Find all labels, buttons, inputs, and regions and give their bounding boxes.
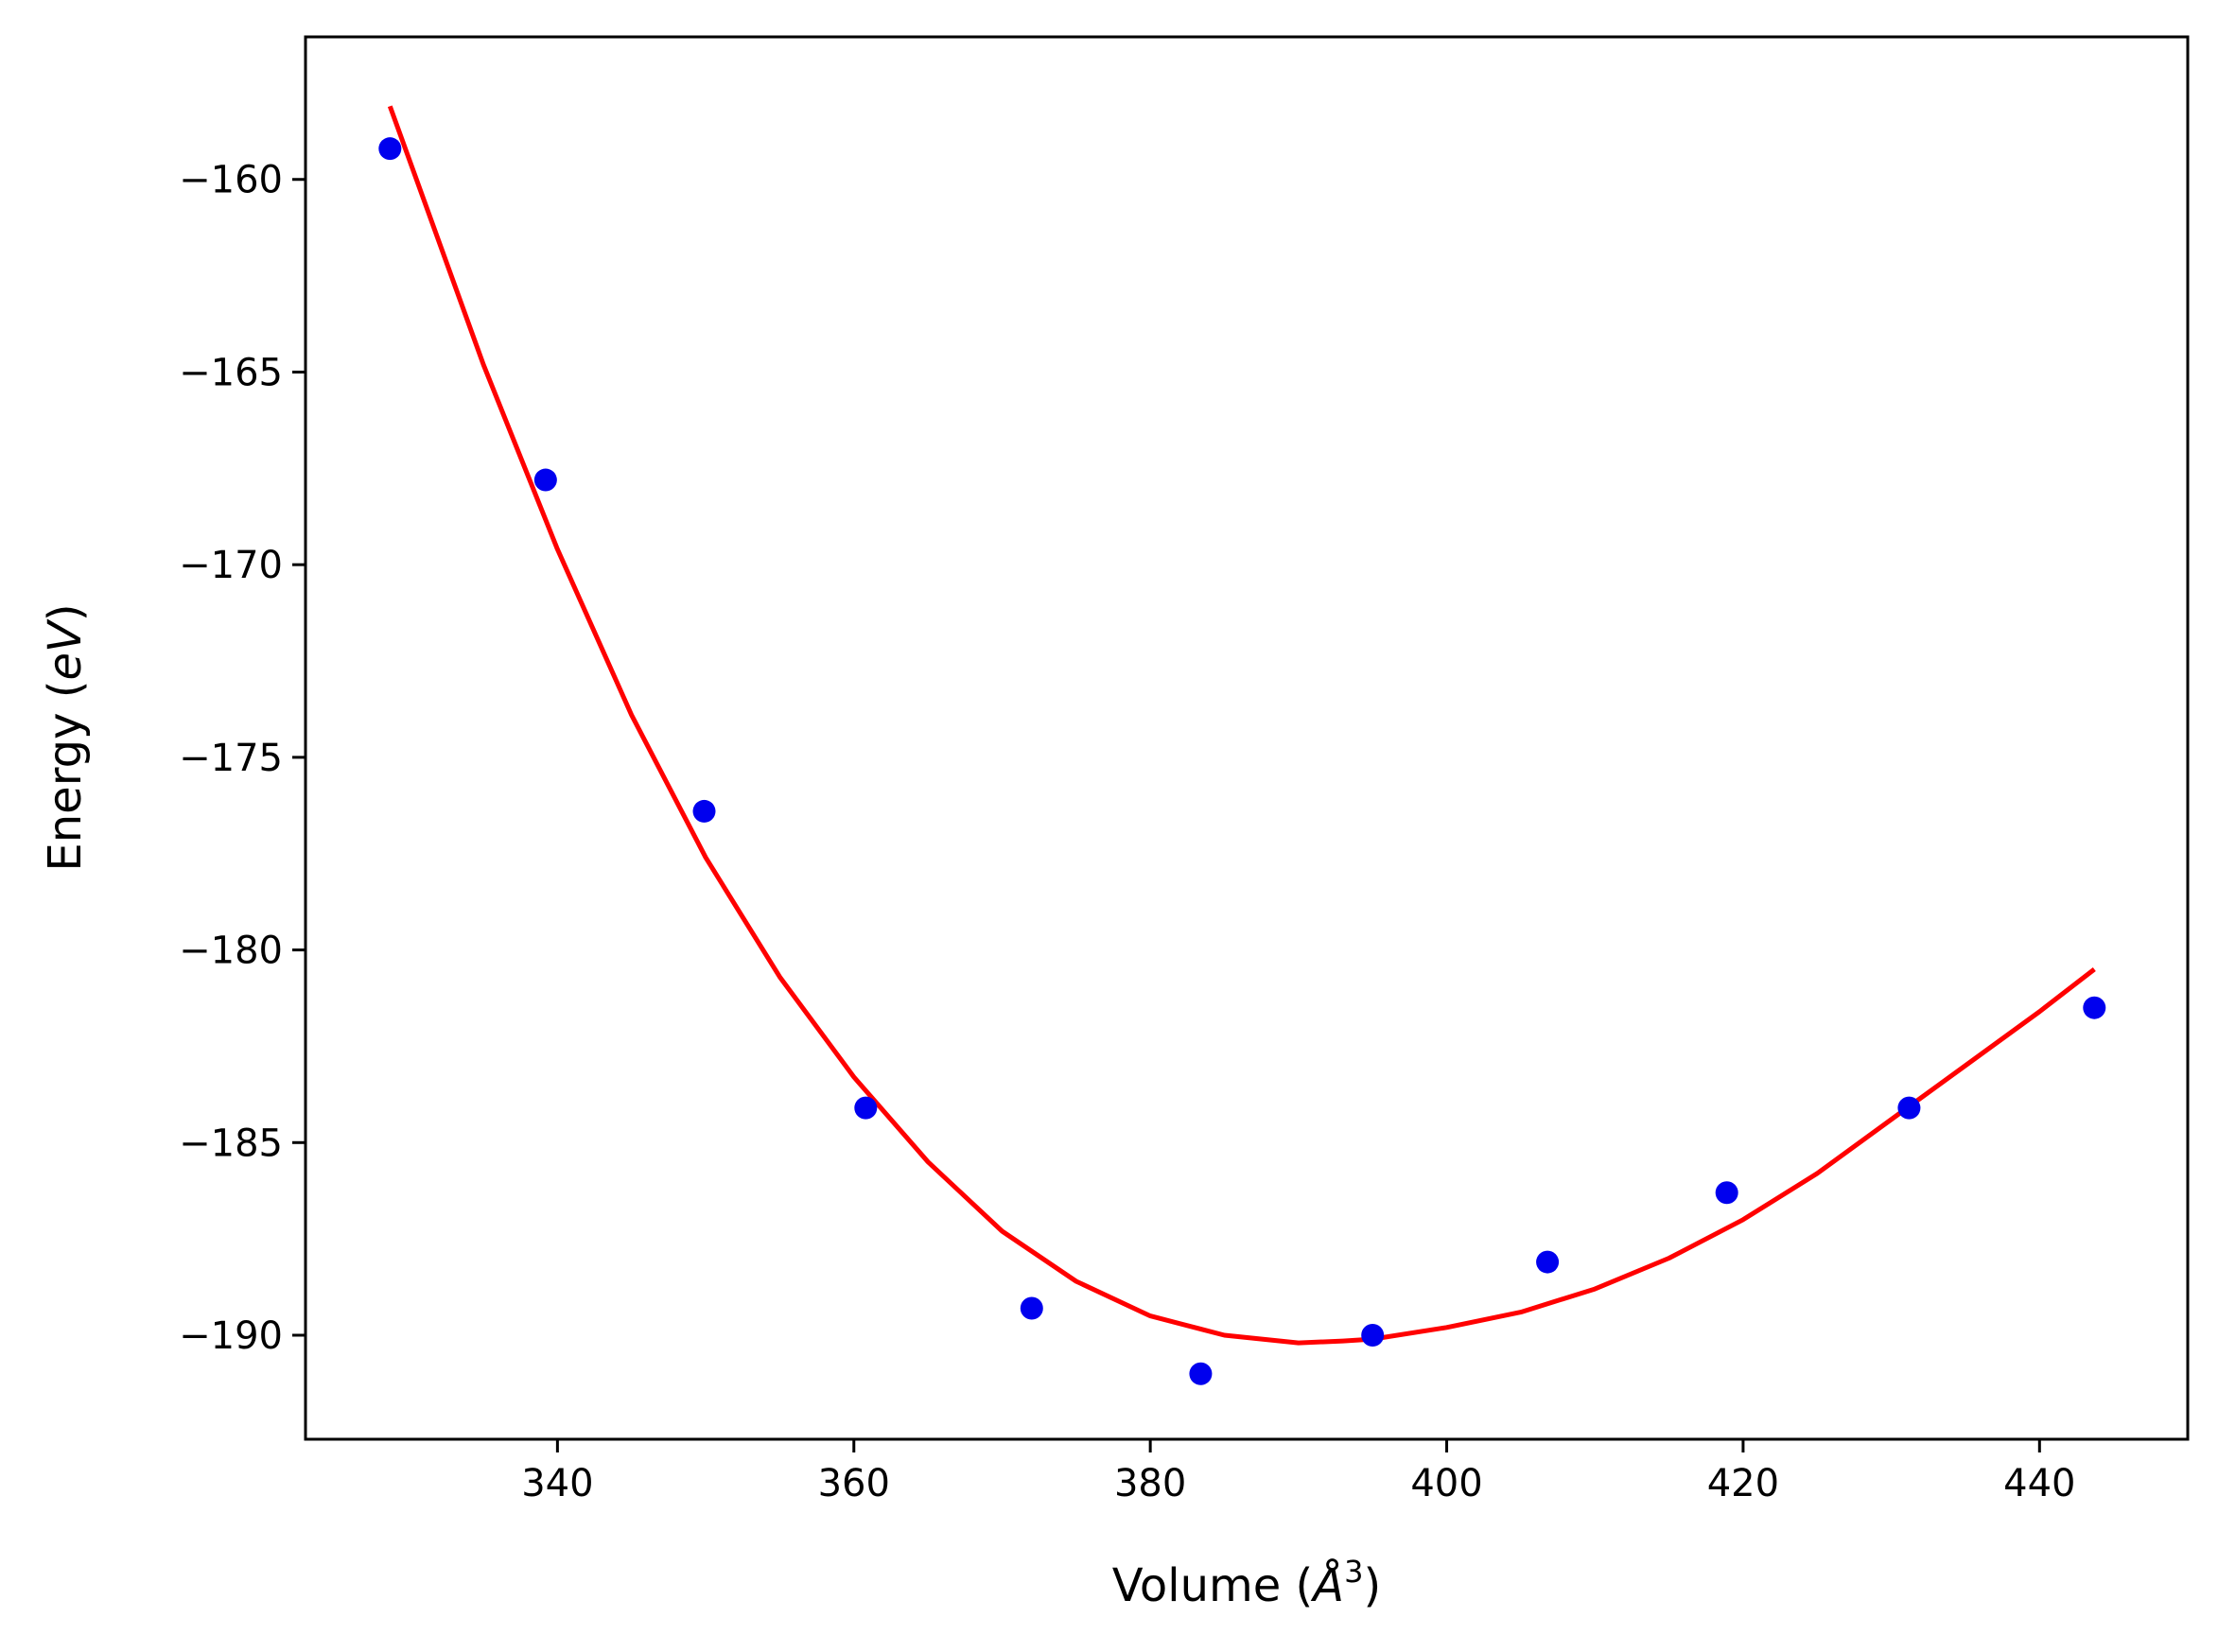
x-tick-label: 380	[1114, 1462, 1186, 1505]
fit-curve-line	[387, 105, 2096, 1346]
data-point	[1189, 1362, 1213, 1385]
y-tick-label: −190	[179, 1314, 283, 1358]
y-tick-label: −170	[179, 544, 283, 587]
y-tick-label: −180	[179, 930, 283, 973]
x-tick-label: 340	[521, 1462, 593, 1505]
data-point	[533, 468, 557, 492]
data-points-layer	[378, 137, 2106, 1385]
data-point	[1897, 1096, 1921, 1120]
data-point	[1361, 1323, 1385, 1347]
data-point	[2083, 996, 2106, 1019]
y-tick-label: −185	[179, 1122, 283, 1165]
x-axis-title: Volume (Å3)	[1112, 1554, 1381, 1612]
y-tick-label: −165	[179, 351, 283, 394]
data-point	[854, 1096, 878, 1120]
data-point	[692, 799, 716, 823]
x-tick-label: 400	[1410, 1462, 1482, 1505]
x-tick-label: 420	[1707, 1462, 1779, 1505]
x-axis: 340 360 380 400 420 440	[521, 1439, 2075, 1505]
data-point	[1020, 1296, 1043, 1320]
y-axis-title: Energy (eV)	[39, 603, 92, 871]
fit-curve-layer	[387, 105, 2096, 1346]
plot-frame	[304, 35, 2190, 1441]
data-point	[1536, 1250, 1560, 1274]
x-tick-label: 440	[2003, 1462, 2075, 1505]
data-point	[1715, 1181, 1738, 1205]
data-point	[378, 137, 402, 161]
y-axis: −160 −165 −170 −175 −180 −185 −190	[179, 159, 306, 1358]
y-tick-label: −160	[179, 159, 283, 202]
x-tick-label: 360	[818, 1462, 890, 1505]
y-tick-label: −175	[179, 737, 283, 780]
